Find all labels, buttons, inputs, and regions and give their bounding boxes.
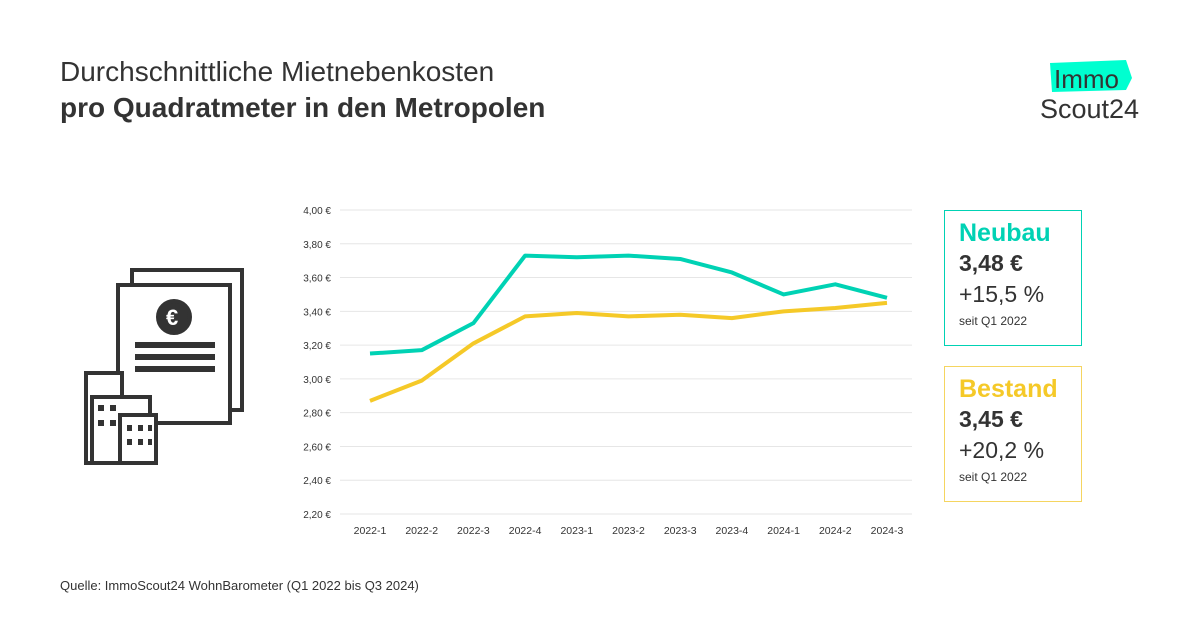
x-tick-label: 2024-2 <box>819 525 852 537</box>
x-tick-label: 2024-1 <box>767 525 800 537</box>
y-tick-label: 3,00 € <box>303 375 331 386</box>
x-tick-label: 2023-4 <box>716 525 749 537</box>
since-label: seit Q1 2022 <box>959 314 1028 328</box>
source-note: Quelle: ImmoScout24 WohnBarometer (Q1 20… <box>60 578 419 593</box>
y-tick-label: 2,40 € <box>303 476 331 487</box>
svg-text:Scout24: Scout24 <box>1040 94 1139 122</box>
svg-text:Immo: Immo <box>1054 64 1119 94</box>
legend-card-neubau: Neubau 3,48 € +15,5 % seit Q1 2022 <box>944 210 1082 346</box>
series-name: Bestand <box>959 375 1058 403</box>
current-value: 3,48 € <box>959 250 1023 276</box>
chart-title-line1: Durchschnittliche Mietnebenkosten <box>60 56 495 87</box>
since-label: seit Q1 2022 <box>959 470 1028 484</box>
series-line-neubau <box>369 253 888 356</box>
x-tick-label: 2023-3 <box>664 525 697 537</box>
x-tick-label: 2022-1 <box>354 525 387 537</box>
series-line-bestand <box>369 300 888 403</box>
y-tick-label: 3,20 € <box>303 341 331 352</box>
y-tick-label: 3,80 € <box>303 240 331 251</box>
x-tick-label: 2023-1 <box>560 525 593 537</box>
series-name: Neubau <box>959 219 1051 247</box>
x-tick-label: 2023-2 <box>612 525 645 537</box>
y-tick-label: 3,40 € <box>303 307 331 318</box>
x-tick-label: 2022-4 <box>509 525 542 537</box>
change-percent: +15,5 % <box>959 281 1045 307</box>
legend-card-bestand: Bestand 3,45 € +20,2 % seit Q1 2022 <box>944 366 1082 502</box>
svg-text:€: € <box>166 305 178 330</box>
y-tick-label: 3,60 € <box>303 274 331 285</box>
y-tick-label: 4,00 € <box>303 206 331 217</box>
y-tick-label: 2,80 € <box>303 409 331 420</box>
x-tick-label: 2022-3 <box>457 525 490 537</box>
x-tick-label: 2022-2 <box>405 525 438 537</box>
x-tick-label: 2024-3 <box>871 525 904 537</box>
y-tick-label: 2,20 € <box>303 510 331 521</box>
immoscout24-logo: Immo Scout24 <box>1038 60 1143 127</box>
y-tick-label: 2,60 € <box>303 442 331 453</box>
document-euro-building-icon: € <box>80 265 250 475</box>
chart-title-line2: pro Quadratmeter in den Metropolen <box>60 92 546 123</box>
current-value: 3,45 € <box>959 406 1023 432</box>
change-percent: +20,2 % <box>959 437 1045 463</box>
